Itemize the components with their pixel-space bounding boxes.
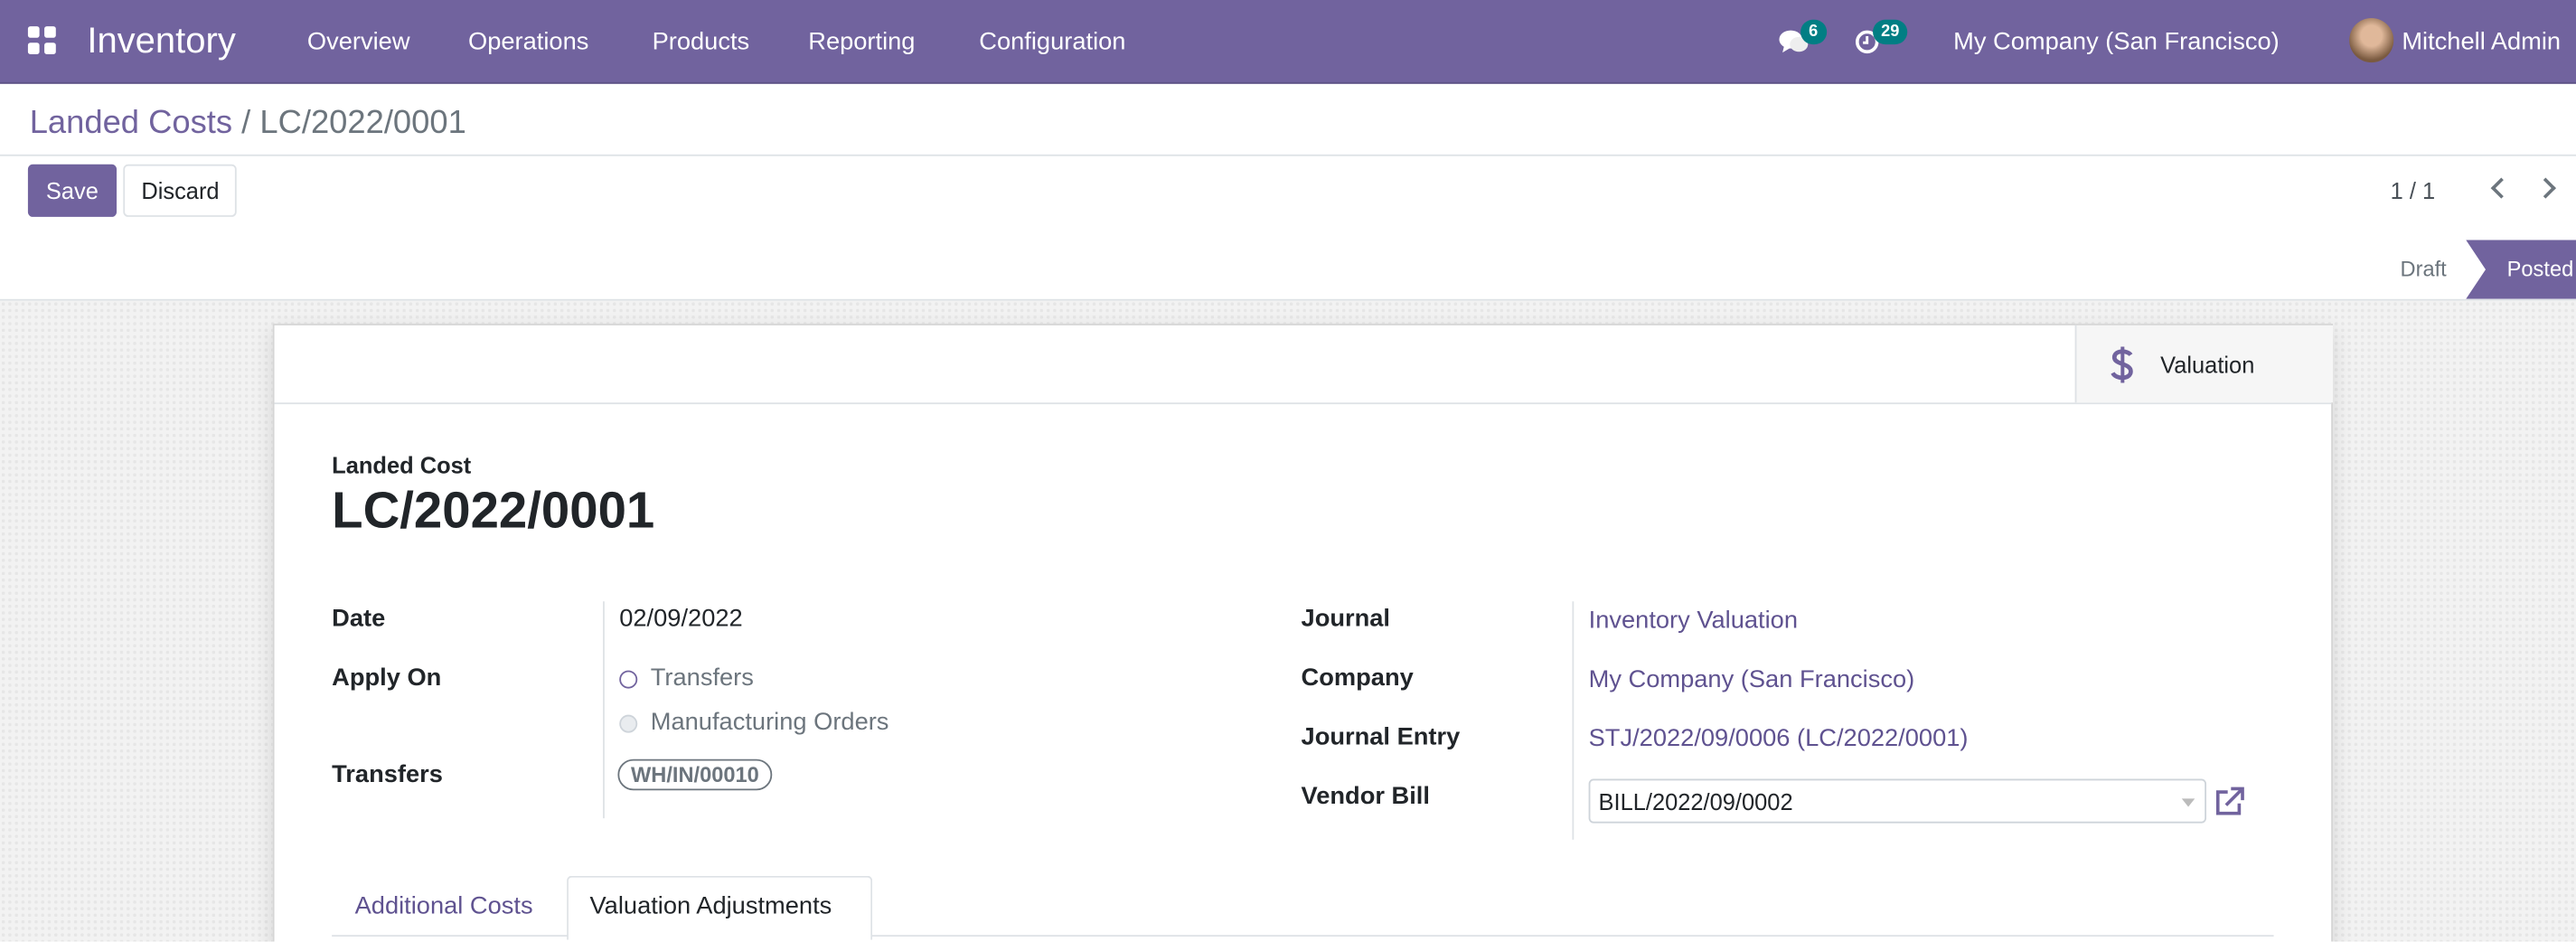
radio-manufacturing-orders-label[interactable]: Manufacturing Orders (650, 708, 889, 737)
menu-reporting[interactable]: Reporting (808, 27, 916, 56)
valuation-label: Valuation (2160, 351, 2255, 379)
status-posted-label: Posted (2506, 256, 2574, 281)
user-menu[interactable]: Mitchell Admin (2402, 27, 2562, 56)
tab-valuation-adjustments[interactable]: Valuation Adjustments (567, 875, 873, 940)
top-navbar: Inventory Overview Operations Products R… (0, 0, 2576, 84)
save-button[interactable]: Save (27, 164, 117, 217)
avatar[interactable] (2349, 17, 2394, 63)
vendor-bill-input[interactable]: BILL/2022/09/0002 (1588, 778, 2207, 824)
journal-entry-link[interactable]: STJ/2022/09/0006 (LC/2022/0001) (1588, 724, 1969, 753)
messages-badge: 6 (1800, 19, 1827, 45)
breadcrumb: Landed Costs / LC/2022/0001 (30, 105, 466, 143)
activities-badge: 29 (1873, 19, 1908, 45)
transfers-label: Transfers (332, 760, 443, 789)
dollar-icon (2111, 346, 2133, 383)
pager-value[interactable]: 1 / 1 (2390, 177, 2436, 204)
breadcrumb-separator: / (241, 105, 251, 142)
status-draft[interactable]: Draft (2400, 256, 2447, 281)
dropdown-caret-icon[interactable] (2181, 798, 2195, 807)
company-label: Company (1301, 664, 1414, 692)
vendor-bill-value: BILL/2022/09/0002 (1598, 788, 1793, 815)
form-sheet: Valuation Landed Cost LC/2022/0001 Date … (272, 324, 2333, 942)
breadcrumb-current: LC/2022/0001 (259, 105, 466, 142)
tab-additional-costs[interactable]: Additional Costs (354, 891, 533, 920)
journal-link[interactable]: Inventory Valuation (1588, 606, 1799, 635)
apply-on-label: Apply On (332, 664, 442, 692)
menu-overview[interactable]: Overview (306, 27, 410, 56)
app-name[interactable]: Inventory (87, 19, 236, 61)
title-label: Landed Cost (332, 451, 472, 478)
breadcrumb-landed-costs[interactable]: Landed Costs (29, 105, 233, 142)
transfer-tag[interactable]: WH/IN/00010 (617, 758, 773, 791)
apps-menu-icon[interactable] (27, 26, 58, 56)
chevron-right-icon[interactable] (2534, 177, 2556, 199)
menu-products[interactable]: Products (652, 27, 750, 56)
radio-manufacturing-orders[interactable] (619, 714, 638, 733)
journal-entry-label: Journal Entry (1301, 722, 1461, 751)
status-bar: Draft Posted (0, 240, 2576, 301)
date-field[interactable]: 02/09/2022 (619, 604, 743, 633)
company-switcher[interactable]: My Company (San Francisco) (1953, 27, 2280, 56)
company-link[interactable]: My Company (San Francisco) (1588, 665, 1915, 694)
radio-transfers-label[interactable]: Transfers (650, 664, 754, 692)
status-posted[interactable]: Posted (2466, 240, 2576, 299)
chevron-left-icon[interactable] (2490, 177, 2512, 199)
menu-configuration[interactable]: Configuration (979, 27, 1126, 56)
journal-label: Journal (1301, 604, 1391, 633)
external-link-icon[interactable] (2213, 786, 2245, 818)
vendor-bill-label: Vendor Bill (1301, 782, 1430, 811)
record-title: LC/2022/0001 (332, 481, 655, 540)
date-label: Date (332, 604, 386, 633)
tab-valuation-adjustments-label: Valuation Adjustments (589, 891, 832, 920)
radio-transfers[interactable] (619, 670, 638, 689)
discard-button[interactable]: Discard (123, 164, 238, 217)
valuation-button[interactable]: Valuation (2074, 325, 2333, 403)
menu-operations[interactable]: Operations (468, 27, 589, 56)
